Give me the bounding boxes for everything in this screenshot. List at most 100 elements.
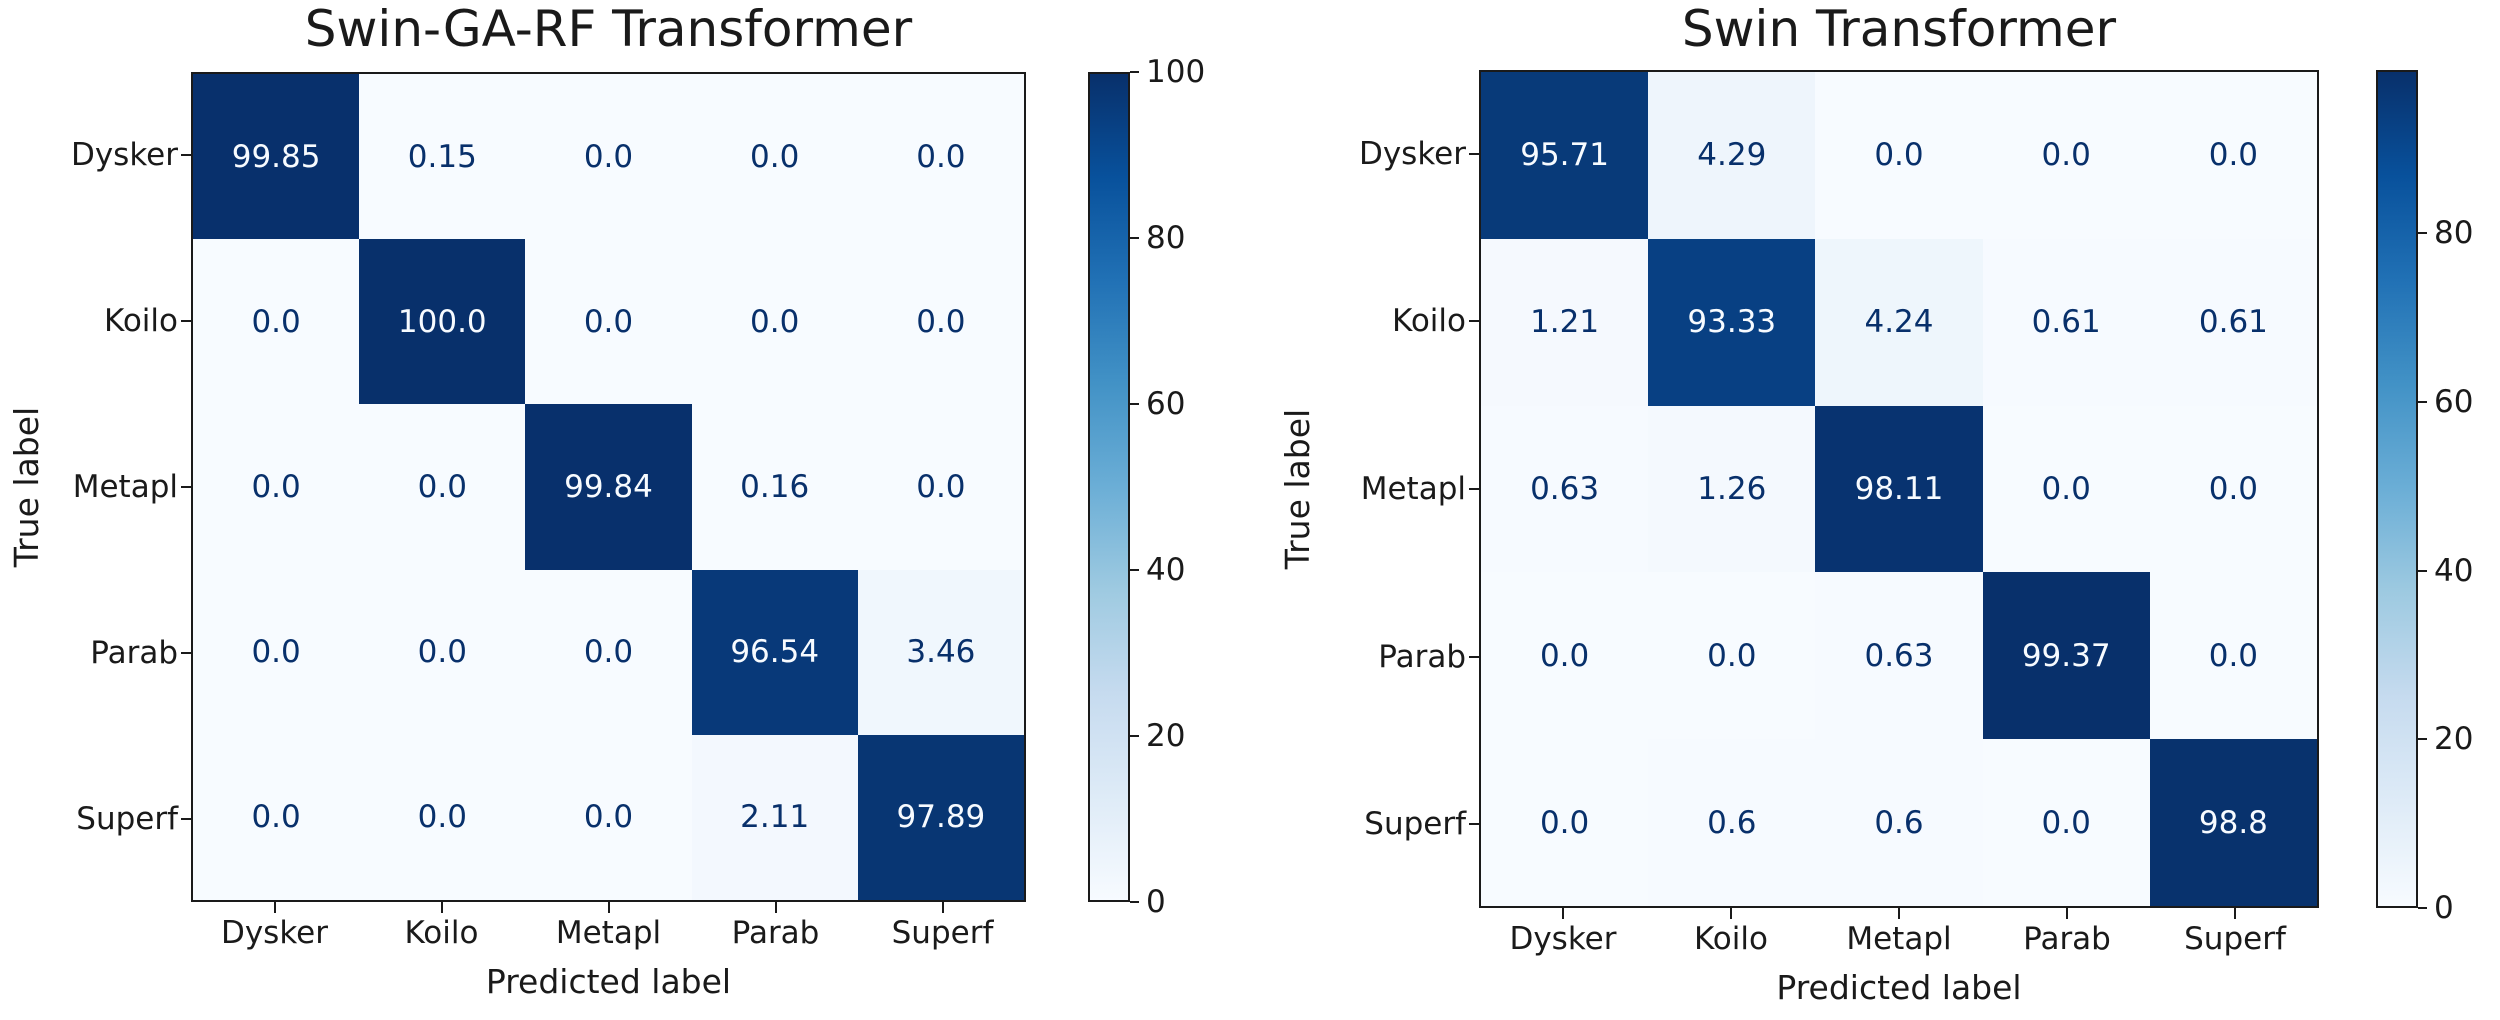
x-tick-mark <box>2234 908 2236 919</box>
y-tick-mark <box>1469 655 1479 658</box>
matrix-cell: 0.61 <box>2149 238 2317 406</box>
confusion-matrix-heatmap: 99.85 0.15 0.0 0.0 0.0 0.0 100.0 0.0 0.0 0.0 0.0 0.… <box>191 72 1026 902</box>
matrix-cell: 0.0 <box>193 734 360 900</box>
cell-value: 93.33 <box>1687 304 1777 341</box>
cell-value: 0.0 <box>251 799 301 836</box>
matrix-cell: 0.0 <box>193 239 360 405</box>
matrix-cell: 0.0 <box>857 404 1024 570</box>
matrix-cell: 0.63 <box>1815 572 1983 740</box>
cell-value: 0.15 <box>407 138 477 175</box>
matrix-cell: 0.0 <box>525 734 692 900</box>
colorbar-tick-label: 80 <box>2434 215 2474 252</box>
colorbar-tick-mark <box>1130 237 1139 239</box>
matrix-cell: 0.0 <box>1815 72 1983 239</box>
cell-value: 0.0 <box>583 303 634 340</box>
matrix-cell: 0.0 <box>193 569 360 735</box>
cell-value: 99.37 <box>2021 637 2111 674</box>
cell-value: 4.24 <box>1864 304 1934 341</box>
matrix-cell: 0.61 <box>1982 238 2150 406</box>
matrix-cell: 0.63 <box>1481 405 1649 573</box>
chart-title: Swin-GA-RF Transformer <box>304 0 913 58</box>
cell-value: 2.11 <box>740 799 810 836</box>
cell-value: 0.0 <box>417 468 467 505</box>
x-axis-label: Predicted label <box>1776 968 2022 1007</box>
y-tick-label: Metapl <box>72 469 178 505</box>
cell-value: 95.71 <box>1520 137 1609 174</box>
cell-value: 0.0 <box>1539 637 1590 674</box>
cell-value: 0.0 <box>251 468 301 505</box>
cell-value: 98.11 <box>1854 470 1944 507</box>
matrix-cell: 0.0 <box>691 239 858 405</box>
matrix-cell: 0.0 <box>1481 572 1649 740</box>
matrix-cell: 4.24 <box>1815 238 1983 406</box>
y-tick-label: Metapl <box>1360 471 1466 507</box>
matrix-cell: 0.0 <box>1982 72 2150 239</box>
colorbar-tick-label: 40 <box>1146 552 1186 588</box>
colorbar-tick-label: 80 <box>1146 220 1186 256</box>
cell-value: 99.85 <box>231 138 321 175</box>
x-tick-label: Superf <box>891 915 994 951</box>
colorbar-tick-mark <box>1130 71 1139 73</box>
matrix-cell: 0.0 <box>1982 405 2150 573</box>
matrix-cell: 0.0 <box>857 74 1024 240</box>
y-tick-mark <box>1469 488 1479 490</box>
y-tick-label: Parab <box>90 635 178 671</box>
matrix-cell: 100.0 <box>359 239 526 405</box>
cell-value: 96.54 <box>730 634 820 671</box>
matrix-cell: 0.0 <box>2149 405 2317 573</box>
cell-value: 100.0 <box>397 303 487 340</box>
y-tick-label: Parab <box>1378 638 1466 675</box>
matrix-cell: 0.0 <box>2149 572 2317 740</box>
matrix-cell: 0.0 <box>525 239 692 405</box>
y-tick-mark <box>181 652 191 654</box>
x-tick-label: Parab <box>2023 921 2111 957</box>
matrix-cell: 0.0 <box>525 74 692 240</box>
x-tick-mark <box>941 902 944 913</box>
x-tick-label: Dysker <box>1509 921 1617 957</box>
colorbar-tick-mark <box>2418 401 2427 403</box>
cell-value: 0.0 <box>251 634 301 671</box>
y-tick-mark <box>181 154 191 156</box>
matrix-cell: 95.71 <box>1481 72 1649 239</box>
matrix-cell: 0.16 <box>691 404 858 570</box>
matrix-cell: 3.46 <box>857 569 1024 735</box>
y-tick-mark <box>1469 320 1479 323</box>
chart-title: Swin Transformer <box>1681 0 2117 58</box>
x-tick-mark <box>1562 908 1564 919</box>
colorbar-tick-label: 60 <box>2434 384 2474 420</box>
y-tick-label: Superf <box>1364 806 1466 843</box>
colorbar-tick-label: 0 <box>2434 890 2454 926</box>
cell-value: 1.21 <box>1530 304 1600 341</box>
matrix-cell: 99.37 <box>1982 572 2150 740</box>
x-tick-mark <box>440 902 443 913</box>
cell-value: 4.29 <box>1697 137 1767 174</box>
x-tick-label: Koilo <box>1694 921 1768 957</box>
x-tick-label: Metapl <box>555 915 662 951</box>
cell-value: 99.84 <box>564 468 653 505</box>
y-tick-mark <box>181 818 191 820</box>
colorbar-tick-label: 40 <box>2434 552 2474 589</box>
cell-value: 97.89 <box>896 799 986 836</box>
cell-value: 0.6 <box>1874 804 1924 841</box>
x-tick-label: Superf <box>2184 921 2286 957</box>
matrix-cell: 0.0 <box>1481 739 1649 906</box>
matrix-cell: 0.15 <box>359 74 526 240</box>
cell-value: 0.61 <box>2198 304 2268 341</box>
cell-value: 0.0 <box>2041 804 2091 841</box>
colorbar-tick-mark <box>1130 569 1139 571</box>
cell-value: 0.0 <box>2041 470 2091 507</box>
colorbar-tick-label: 20 <box>2434 721 2474 758</box>
colorbar-tick-label: 20 <box>1146 718 1186 754</box>
colorbar <box>1088 72 1130 902</box>
colorbar-tick-mark <box>2418 738 2427 741</box>
x-tick-label: Koilo <box>404 915 479 951</box>
x-tick-label: Parab <box>731 915 820 951</box>
cell-value: 0.0 <box>916 303 966 340</box>
matrix-cell: 0.0 <box>359 569 526 735</box>
cell-value: 0.0 <box>417 634 467 671</box>
matrix-cell: 0.0 <box>359 734 526 900</box>
cell-value: 98.8 <box>2198 804 2268 841</box>
colorbar-tick-label: 0 <box>1146 884 1166 920</box>
